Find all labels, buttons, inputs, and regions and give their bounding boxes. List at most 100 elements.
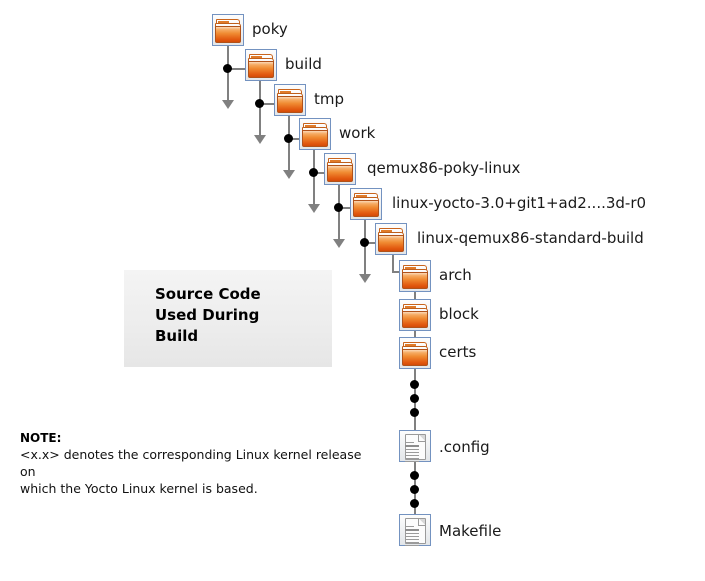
file-line xyxy=(405,452,419,453)
ellipsis-dot-6 xyxy=(410,499,419,508)
connector-branch-work-qemux86 xyxy=(313,172,327,174)
file-icon-config[interactable] xyxy=(399,430,431,462)
connector-line-poky xyxy=(227,46,229,104)
folder-back-panel xyxy=(303,123,327,130)
file-line xyxy=(405,542,419,543)
connector-branch-linuxyocto-standard xyxy=(364,242,377,244)
callout-label: Source Code Used During Build xyxy=(155,285,261,345)
folder-glyph xyxy=(215,17,241,43)
file-line xyxy=(405,458,419,459)
file-icon-makefile[interactable] xyxy=(399,514,431,546)
connector-line-block-certs xyxy=(414,330,416,339)
node-label-config: .config xyxy=(439,438,490,456)
connector-dot-tmp xyxy=(284,134,293,143)
folder-icon-arch[interactable] xyxy=(399,260,431,292)
node-label-arch: arch xyxy=(439,266,472,284)
folder-glyph xyxy=(248,52,274,78)
node-label-linux-qemux86-standard-build: linux-qemux86-standard-build xyxy=(417,229,644,247)
folder-back-panel xyxy=(278,89,302,96)
folder-icon-work[interactable] xyxy=(299,118,331,150)
file-line xyxy=(405,536,419,537)
node-label-linux-yocto: linux-yocto-3.0+git1+ad2....3d-r0 xyxy=(392,194,647,212)
folder-glyph xyxy=(402,340,428,366)
folder-icon-tmp[interactable] xyxy=(274,84,306,116)
file-corner-fold xyxy=(418,519,425,526)
file-line xyxy=(405,445,419,447)
connector-line-standard xyxy=(392,255,394,273)
folder-icon-certs[interactable] xyxy=(399,337,431,369)
folder-front-panel xyxy=(277,96,303,113)
connector-dot-qemux86 xyxy=(334,203,343,212)
folder-front-panel xyxy=(402,272,428,289)
file-line xyxy=(405,533,419,534)
folder-front-panel xyxy=(215,26,241,43)
folder-back-panel xyxy=(379,228,403,235)
folder-glyph xyxy=(327,156,353,182)
connector-branch-qemux86-linuxyocto xyxy=(338,207,352,209)
folder-front-panel xyxy=(402,311,428,328)
folder-glyph xyxy=(402,302,428,328)
file-page-shape xyxy=(405,434,426,460)
file-page-shape xyxy=(405,518,426,544)
folder-front-panel xyxy=(327,165,353,182)
node-label-certs: certs xyxy=(439,343,477,361)
connector-branch-tmp-work xyxy=(288,138,302,140)
folder-icon-linux-yocto[interactable] xyxy=(350,188,382,220)
folder-front-panel xyxy=(353,200,379,217)
connector-branch-build-tmp xyxy=(259,103,277,105)
file-line xyxy=(405,455,419,456)
folder-icon-block[interactable] xyxy=(399,299,431,331)
folder-front-panel xyxy=(402,349,428,366)
folder-back-panel xyxy=(328,158,352,165)
folder-front-panel xyxy=(248,61,274,78)
folder-icon-build[interactable] xyxy=(245,49,277,81)
note-title: NOTE: xyxy=(20,431,62,445)
file-text-lines xyxy=(405,526,419,548)
folder-front-panel xyxy=(302,130,328,147)
file-line xyxy=(405,539,419,540)
note-block: NOTE: <x.x> denotes the corresponding Li… xyxy=(20,430,380,497)
connector-line-build xyxy=(259,81,261,139)
ellipsis-dot-4 xyxy=(410,471,419,480)
folder-glyph xyxy=(277,87,303,113)
folder-glyph xyxy=(402,263,428,289)
connector-dot-build xyxy=(255,99,264,108)
connector-dot-poky xyxy=(223,64,232,73)
node-label-tmp: tmp xyxy=(314,90,345,108)
ellipsis-dot-3 xyxy=(410,408,419,417)
folder-icon-qemux86-poky-linux[interactable] xyxy=(324,153,356,185)
node-label-block: block xyxy=(439,305,479,323)
folder-back-panel xyxy=(249,54,273,61)
folder-glyph xyxy=(378,226,404,252)
file-text-lines xyxy=(405,442,419,464)
file-corner-fold xyxy=(418,435,425,442)
connector-line-work xyxy=(313,150,315,208)
connector-arrow-qemux86 xyxy=(333,239,345,248)
connector-arrow-work xyxy=(308,204,320,213)
folder-back-panel xyxy=(403,265,427,272)
folder-front-panel xyxy=(378,235,404,252)
connector-dot-linuxyocto xyxy=(360,238,369,247)
file-line xyxy=(405,526,414,527)
file-line xyxy=(405,461,419,462)
file-glyph xyxy=(402,517,428,546)
connector-line-qemux86 xyxy=(338,185,340,243)
connector-arrow-tmp xyxy=(283,170,295,179)
node-label-makefile: Makefile xyxy=(439,522,502,540)
folder-icon-poky[interactable] xyxy=(212,14,244,46)
connector-arrow-build xyxy=(254,135,266,144)
connector-line-tmp xyxy=(288,116,290,174)
file-line xyxy=(405,449,419,450)
folder-back-panel xyxy=(354,193,378,200)
node-label-qemux86-poky-linux: qemux86-poky-linux xyxy=(367,159,521,177)
folder-glyph xyxy=(353,191,379,217)
folder-icon-linux-qemux86-standard-build[interactable] xyxy=(375,223,407,255)
note-body: <x.x> denotes the corresponding Linux ke… xyxy=(20,447,362,496)
node-label-work: work xyxy=(339,124,376,142)
node-label-poky: poky xyxy=(252,20,288,38)
connector-dot-work xyxy=(309,168,318,177)
folder-back-panel xyxy=(403,342,427,349)
connector-arrow-poky xyxy=(222,100,234,109)
file-glyph xyxy=(402,433,428,462)
